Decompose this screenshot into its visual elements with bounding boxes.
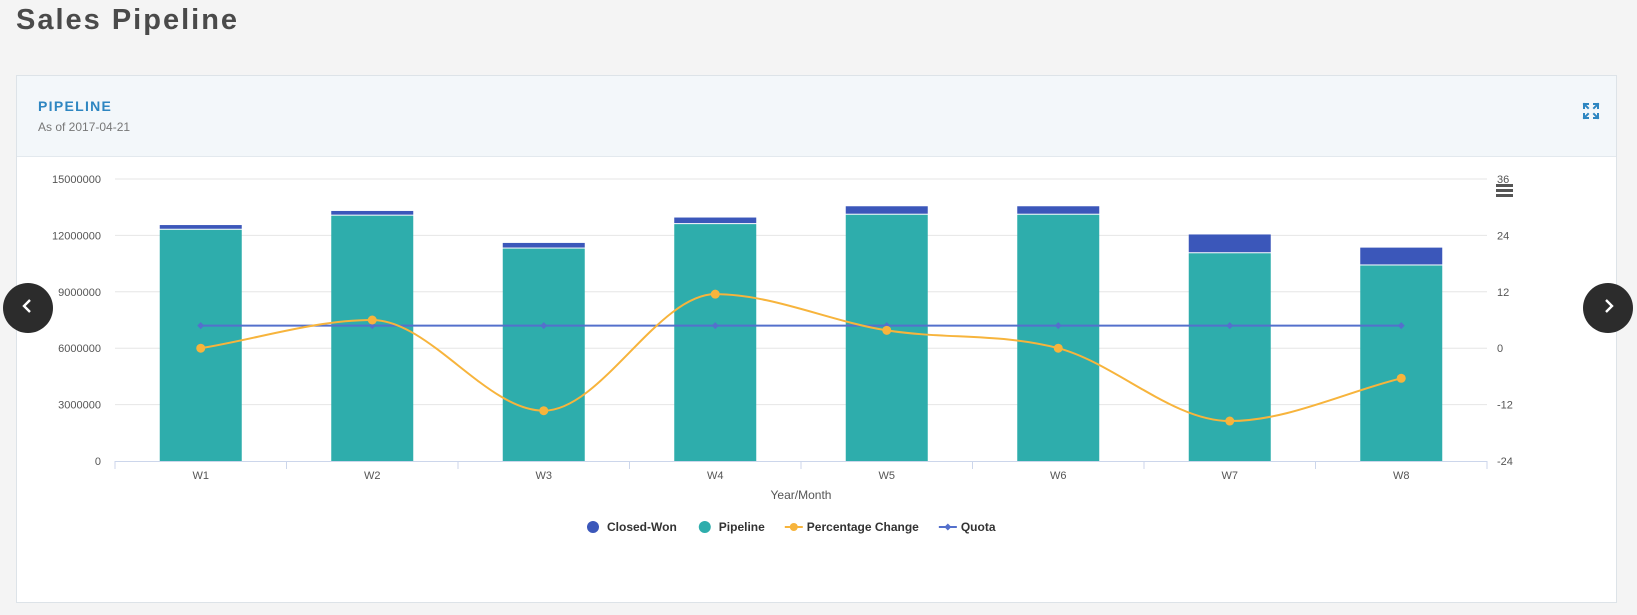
- percentage-change-point[interactable]: [1053, 343, 1063, 353]
- quota-point[interactable]: [883, 322, 891, 330]
- pipeline-bar[interactable]: [502, 248, 585, 461]
- closed-won-bar[interactable]: [1017, 206, 1100, 214]
- y-right-tick-label: 0: [1497, 343, 1503, 355]
- closed-won-bar[interactable]: [674, 217, 757, 224]
- panel-title: PIPELINE: [38, 98, 113, 114]
- y-left-tick-label: 12000000: [52, 230, 101, 242]
- x-tick-label: W7: [1222, 470, 1239, 482]
- pipeline-bar[interactable]: [1017, 214, 1100, 461]
- closed-won-bar[interactable]: [331, 210, 414, 215]
- hamburger-menu-icon[interactable]: [1496, 184, 1513, 187]
- legend-symbol: [789, 523, 798, 531]
- hamburger-menu-icon[interactable]: [1496, 189, 1513, 192]
- legend-item-label[interactable]: Quota: [961, 520, 996, 534]
- pipeline-bar[interactable]: [331, 215, 414, 461]
- percentage-change-point[interactable]: [882, 325, 892, 335]
- pipeline-bar[interactable]: [674, 224, 757, 461]
- legend-item-label[interactable]: Pipeline: [719, 520, 765, 534]
- x-axis-title: Year/Month: [771, 488, 832, 502]
- hamburger-menu-icon[interactable]: [1496, 194, 1513, 197]
- quota-point[interactable]: [1226, 322, 1234, 330]
- percentage-change-point[interactable]: [539, 406, 549, 416]
- y-left-tick-label: 15000000: [52, 174, 101, 186]
- page-title: Sales Pipeline: [16, 4, 240, 36]
- percentage-change-point[interactable]: [1225, 416, 1235, 426]
- closed-won-bar[interactable]: [159, 225, 242, 229]
- percentage-change-point[interactable]: [1396, 373, 1406, 383]
- pipeline-bar[interactable]: [1188, 253, 1271, 461]
- percentage-change-point[interactable]: [710, 289, 720, 299]
- chevron-right-icon: [1600, 298, 1616, 319]
- x-tick-label: W8: [1393, 470, 1410, 482]
- pipeline-bar[interactable]: [1360, 265, 1443, 461]
- pipeline-panel: PIPELINE As of 2017-04-21 0 3000000 600000…: [16, 75, 1617, 603]
- quota-point[interactable]: [197, 322, 205, 330]
- closed-won-bar[interactable]: [845, 206, 928, 214]
- pipeline-chart: 0 3000000 6000000 9000000 12000000 15000000 -2…: [52, 174, 1513, 534]
- percentage-change-point[interactable]: [367, 315, 377, 325]
- panel-header: PIPELINE As of 2017-04-21: [17, 76, 1616, 157]
- x-tick-label: W5: [879, 470, 896, 482]
- percentage-change-point[interactable]: [196, 343, 206, 353]
- legend-symbol: [698, 521, 711, 533]
- pipeline-bar[interactable]: [845, 214, 928, 461]
- x-tick-label: W6: [1050, 470, 1067, 482]
- y-right-tick-label: -12: [1497, 400, 1513, 412]
- closed-won-bar[interactable]: [502, 242, 585, 248]
- legend-symbol: [587, 521, 599, 533]
- chevron-left-icon: [20, 298, 36, 319]
- quota-point[interactable]: [1397, 322, 1405, 330]
- closed-won-bar[interactable]: [1360, 247, 1443, 265]
- x-tick-label: W4: [707, 470, 724, 482]
- y-left-tick-label: 3000000: [58, 400, 101, 412]
- legend-item-label[interactable]: Percentage Change: [807, 520, 919, 534]
- y-left-tick-label: 0: [95, 456, 101, 468]
- y-right-tick-label: 12: [1497, 287, 1509, 299]
- y-right-tick-label: 24: [1497, 230, 1509, 242]
- quota-point[interactable]: [1054, 322, 1062, 330]
- y-left-tick-label: 6000000: [58, 343, 101, 355]
- legend-item-label[interactable]: Closed-Won: [607, 520, 677, 534]
- quota-point[interactable]: [711, 322, 719, 330]
- prev-button[interactable]: [3, 283, 53, 333]
- closed-won-bar[interactable]: [1188, 234, 1271, 253]
- legend-symbol: [944, 523, 952, 531]
- next-button[interactable]: [1583, 283, 1633, 333]
- x-tick-label: W1: [193, 470, 210, 482]
- y-right-tick-label: -24: [1497, 456, 1513, 468]
- x-tick-label: W3: [536, 470, 553, 482]
- y-left-tick-label: 9000000: [58, 287, 101, 299]
- percentage-change-line: [200, 293, 1402, 423]
- panel-subtitle: As of 2017-04-21: [38, 120, 131, 134]
- quota-point[interactable]: [540, 322, 548, 330]
- y-right-tick-label: 36: [1497, 174, 1509, 186]
- expand-icon[interactable]: [1582, 102, 1600, 120]
- x-tick-label: W2: [364, 470, 381, 482]
